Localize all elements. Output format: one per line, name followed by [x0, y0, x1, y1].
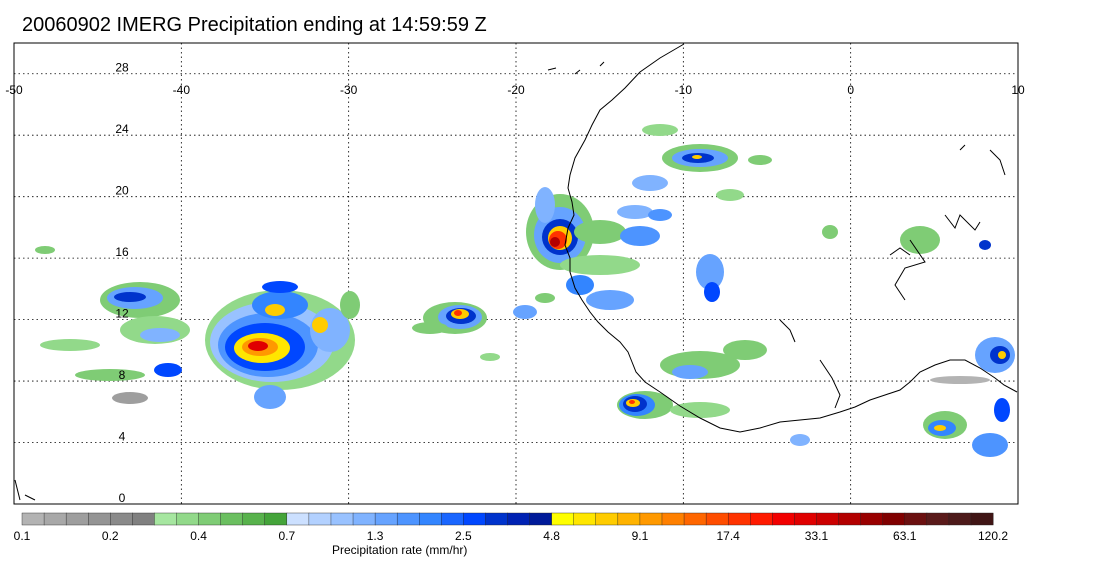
legend-swatch [132, 512, 155, 526]
precip-cell-east [723, 225, 1015, 457]
legend-swatch [176, 512, 200, 526]
precip-cell-senegal [526, 187, 660, 310]
latitude-labels: 0 4 8 12 16 20 24 28 [115, 61, 129, 505]
legend-swatch [352, 512, 376, 526]
legend-swatch [750, 512, 773, 526]
legend-swatch [573, 512, 597, 526]
legend-title: Precipitation rate (mm/hr) [332, 543, 468, 557]
legend-swatch [794, 512, 817, 526]
legend-swatch [727, 512, 751, 526]
legend-swatch [639, 512, 663, 526]
lat-tick-label: 8 [119, 368, 126, 382]
lon-tick-label: -20 [507, 83, 525, 97]
legend-swatch [970, 512, 994, 526]
coastline [14, 43, 1018, 501]
lat-tick-label: 12 [115, 307, 129, 321]
legend-swatch [242, 512, 266, 526]
legend-swatch [441, 512, 464, 526]
lon-tick-label: 0 [847, 83, 854, 97]
grid-lines [13, 43, 1019, 505]
legend-swatch [705, 512, 729, 526]
legend-tick-labels: 0.1 0.2 0.4 0.7 1.3 2.5 4.8 9.1 17.4 33.1 63.1 120.… [14, 529, 1009, 543]
legend-swatch [617, 512, 641, 526]
legend-tick-label: 63.1 [893, 529, 917, 543]
legend-swatch [330, 512, 354, 526]
legend-swatch [264, 512, 288, 526]
lon-tick-label: 10 [1011, 83, 1025, 97]
legend-tick-label: 0.1 [14, 529, 31, 543]
lon-tick-label: -40 [173, 83, 191, 97]
legend-swatch [507, 512, 531, 526]
legend-tick-label: 0.4 [190, 529, 207, 543]
lat-tick-label: 24 [115, 122, 129, 136]
lon-tick-label: -50 [5, 83, 23, 97]
map-title: 20060902 IMERG Precipitation ending at 1… [22, 14, 487, 36]
legend-tick-label: 2.5 [455, 529, 472, 543]
legend-swatch [43, 512, 67, 526]
legend-swatch [551, 512, 575, 526]
legend-swatch [683, 512, 707, 526]
legend-swatch [772, 512, 795, 526]
legend-tick-label: 4.8 [543, 529, 560, 543]
lat-tick-label: 4 [119, 430, 126, 444]
legend-swatch [860, 512, 884, 526]
legend-swatch [816, 512, 840, 526]
legend-colorbar [21, 512, 994, 526]
legend-swatch [198, 512, 222, 526]
legend-swatch [374, 512, 398, 526]
longitude-labels: -50 -40 -30 -20 -10 0 10 [5, 83, 1025, 97]
legend-tick-label: 0.7 [278, 529, 295, 543]
legend-swatch [21, 512, 45, 526]
precip-cell-central [205, 281, 360, 409]
legend-swatch [88, 512, 111, 526]
legend-swatch [220, 512, 244, 526]
legend-tick-label: 9.1 [632, 529, 649, 543]
lat-tick-label: 28 [115, 61, 129, 75]
legend-swatch [485, 512, 509, 526]
precip-cell-sahel-north [632, 124, 772, 302]
legend-swatch [154, 512, 177, 526]
legend-tick-label: 120.2 [978, 529, 1008, 543]
legend-swatch [463, 512, 486, 526]
legend-swatch [308, 512, 332, 526]
legend-swatch [948, 512, 972, 526]
legend-swatch [838, 512, 862, 526]
legend-swatch [904, 512, 928, 526]
legend-tick-label: 1.3 [367, 529, 384, 543]
precip-fields [35, 124, 1015, 457]
lon-tick-label: -10 [675, 83, 693, 97]
legend-swatch [595, 512, 619, 526]
lat-tick-label: 0 [119, 491, 126, 505]
legend-tick-label: 0.2 [102, 529, 119, 543]
legend-tick-label: 17.4 [717, 529, 741, 543]
legend-swatch [926, 512, 950, 526]
legend-swatch [529, 512, 553, 526]
legend-swatch [661, 512, 685, 526]
legend-swatch [65, 512, 89, 526]
legend-swatch [882, 512, 906, 526]
precip-cell-midatlantic [412, 293, 555, 361]
legend-swatch [286, 512, 310, 526]
legend-swatch [396, 512, 420, 526]
legend-tick-label: 33.1 [805, 529, 829, 543]
precip-cell-guinea [617, 351, 740, 419]
legend-swatch [419, 512, 442, 526]
lat-tick-label: 16 [115, 245, 129, 259]
lon-tick-label: -30 [340, 83, 358, 97]
precip-cell-west [35, 246, 190, 404]
lat-tick-label: 20 [115, 184, 129, 198]
legend-swatch [110, 512, 133, 526]
